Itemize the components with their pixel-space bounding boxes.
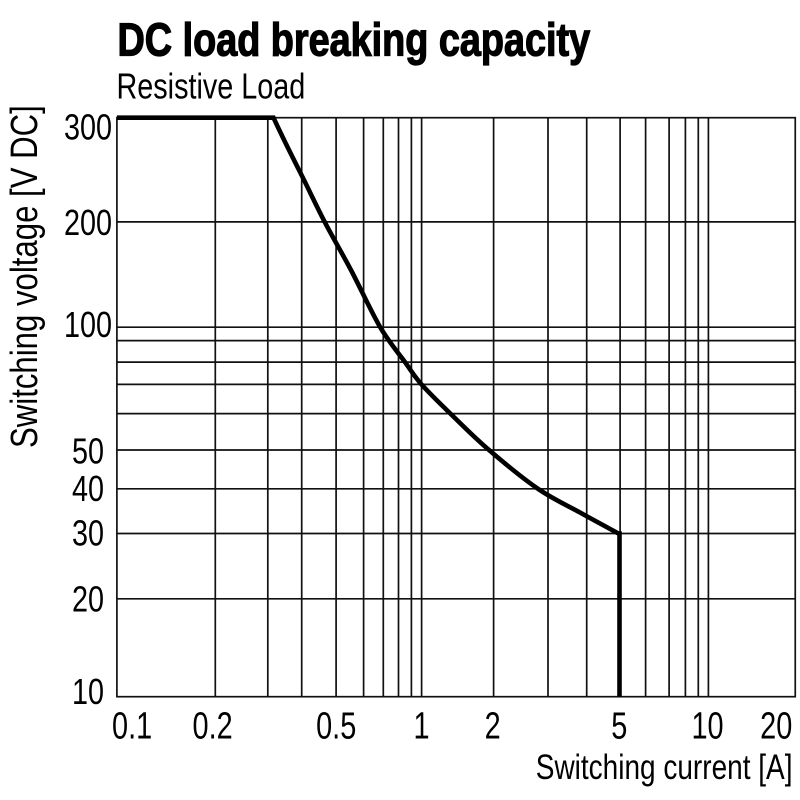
svg-text:Switching voltage [V DC]: Switching voltage [V DC]: [4, 105, 46, 448]
svg-text:DC load breaking capacity: DC load breaking capacity: [118, 14, 591, 65]
svg-text:0.5: 0.5: [316, 705, 356, 748]
svg-text:40: 40: [72, 468, 104, 509]
svg-text:0.2: 0.2: [193, 705, 233, 748]
svg-text:Resistive Load: Resistive Load: [117, 65, 306, 106]
svg-text:5: 5: [611, 705, 627, 748]
svg-text:20: 20: [72, 579, 104, 620]
svg-text:20: 20: [760, 705, 792, 748]
svg-text:50: 50: [72, 431, 104, 472]
svg-text:10: 10: [691, 705, 723, 748]
svg-text:2: 2: [485, 705, 501, 748]
svg-text:10: 10: [72, 671, 104, 712]
svg-text:30: 30: [72, 513, 104, 554]
svg-text:300: 300: [64, 106, 112, 147]
svg-text:0.1: 0.1: [112, 705, 152, 748]
svg-text:200: 200: [64, 202, 112, 243]
svg-text:100: 100: [64, 304, 112, 345]
svg-text:1: 1: [413, 705, 429, 748]
svg-text:Switching current [A]: Switching current [A]: [536, 747, 793, 787]
